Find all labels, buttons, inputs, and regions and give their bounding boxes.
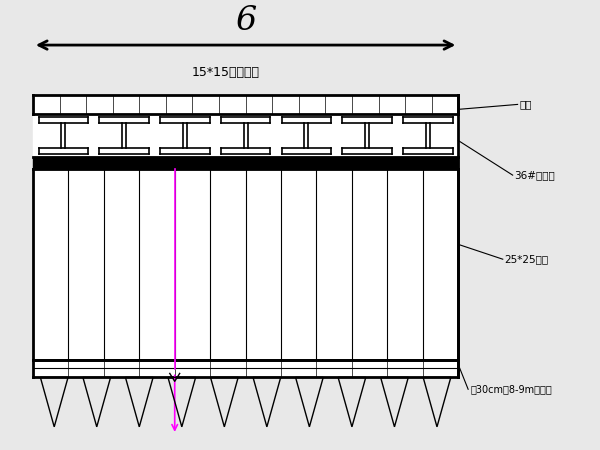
Text: 15*15方木桥面: 15*15方木桥面 (192, 66, 260, 79)
Text: 36#工字锂: 36#工字锂 (515, 170, 556, 180)
Text: 25*25方木: 25*25方木 (505, 254, 549, 264)
Text: 6: 6 (235, 5, 256, 37)
Text: 栈桥: 栈桥 (520, 99, 532, 109)
Text: 直30cm长8-9m圆木桦: 直30cm长8-9m圆木桦 (470, 384, 552, 394)
